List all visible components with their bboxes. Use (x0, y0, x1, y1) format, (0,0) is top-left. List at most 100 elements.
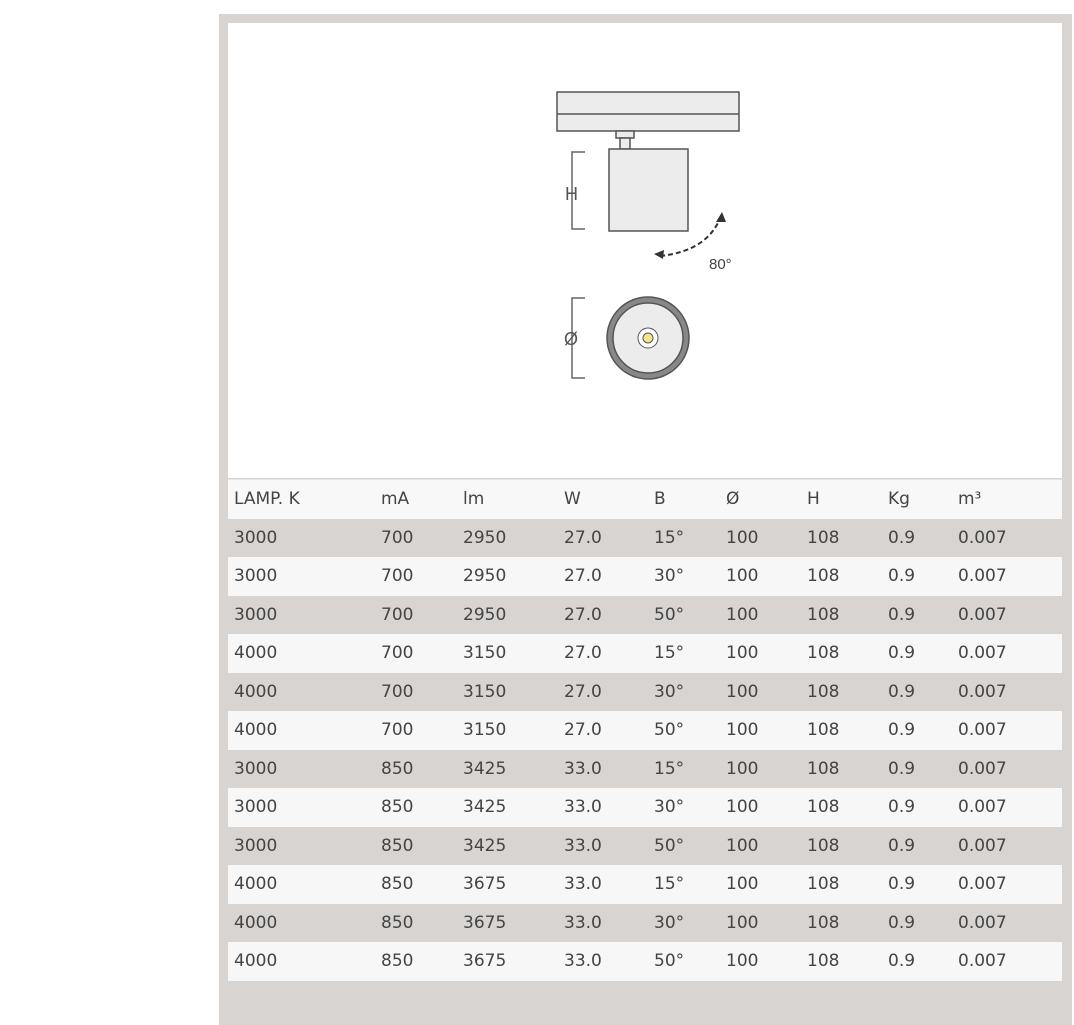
table-cell: 0.007 (958, 643, 1007, 664)
table-cell: 30° (654, 566, 685, 587)
table-cell: 108 (807, 527, 840, 548)
table-cell: 108 (807, 681, 840, 702)
table-cell: 33.0 (564, 758, 602, 779)
table-cell: 4000 (234, 912, 278, 933)
table-cell: 30° (654, 681, 685, 702)
table-row: 3000 850 3425 33.0 30° 100 108 0.9 0.007 (228, 788, 1062, 827)
table-cell: 33.0 (564, 951, 602, 972)
table-cell: 27.0 (564, 643, 602, 664)
table-cell: 0.007 (958, 797, 1007, 818)
tilt-angle-label: 80° (709, 256, 732, 273)
table-cell: 33.0 (564, 874, 602, 895)
table-cell: 0.007 (958, 758, 1007, 779)
table-cell: 0.9 (888, 643, 916, 664)
table-cell: 0.007 (958, 604, 1007, 625)
table-cell: 33.0 (564, 835, 602, 856)
table-cell: 4000 (234, 874, 278, 895)
table-cell: 108 (807, 566, 840, 587)
column-header: mA (381, 489, 410, 510)
table-cell: 3675 (463, 912, 507, 933)
table-cell: 100 (726, 951, 759, 972)
table-cell: 100 (726, 604, 759, 625)
table-cell: 0.9 (888, 604, 916, 625)
table-cell: 850 (381, 912, 414, 933)
spec-table: LAMP. K mA lm W B Ø H Kg m³ 3000 700 2950 27.0 15° 10… (228, 479, 1062, 981)
table-cell: 0.9 (888, 681, 916, 702)
table-row: 4000 850 3675 33.0 30° 100 108 0.9 0.007 (228, 903, 1062, 942)
table-cell: 15° (654, 527, 685, 548)
table-cell: 3000 (234, 566, 278, 587)
table-cell: 3000 (234, 527, 278, 548)
table-row: 4000 700 3150 27.0 15° 100 108 0.9 0.007 (228, 634, 1062, 673)
table-cell: 700 (381, 566, 414, 587)
table-cell: 3000 (234, 797, 278, 818)
table-cell: 27.0 (564, 681, 602, 702)
table-cell: 108 (807, 643, 840, 664)
column-header: LAMP. K (234, 489, 300, 510)
table-cell: 108 (807, 797, 840, 818)
table-cell: 100 (726, 797, 759, 818)
table-cell: 0.9 (888, 566, 916, 587)
column-header: Ø (726, 489, 740, 510)
table-cell: 30° (654, 797, 685, 818)
table-cell: 0.007 (958, 874, 1007, 895)
table-cell: 850 (381, 835, 414, 856)
column-header: Kg (888, 489, 910, 510)
table-cell: 108 (807, 874, 840, 895)
table-cell: 4000 (234, 720, 278, 741)
track-rail (556, 91, 740, 132)
table-cell: 3425 (463, 797, 507, 818)
table-cell: 33.0 (564, 797, 602, 818)
dimension-h-label: H (565, 184, 578, 204)
table-cell: 4000 (234, 643, 278, 664)
table-cell: 4000 (234, 951, 278, 972)
table-cell: 0.9 (888, 797, 916, 818)
table-cell: 108 (807, 604, 840, 625)
table-cell: 15° (654, 643, 685, 664)
product-spec-panel: H Ø 80° LAMP. K mA lm W B Ø H Kg m³ 3000 700 2950 2… (219, 14, 1072, 1025)
led-icon (642, 332, 654, 344)
table-cell: 100 (726, 681, 759, 702)
column-header: B (654, 489, 666, 510)
table-cell: 4000 (234, 681, 278, 702)
table-cell: 108 (807, 912, 840, 933)
lamp-body (608, 148, 689, 232)
table-cell: 3150 (463, 643, 507, 664)
table-cell: 0.9 (888, 720, 916, 741)
column-header: lm (463, 489, 485, 510)
table-cell: 0.007 (958, 912, 1007, 933)
table-cell: 27.0 (564, 720, 602, 741)
table-cell: 0.9 (888, 835, 916, 856)
table-cell: 0.9 (888, 874, 916, 895)
product-diagram: H Ø 80° (228, 23, 1062, 478)
table-cell: 700 (381, 681, 414, 702)
tilt-arrow-icon (659, 215, 722, 257)
table-cell: 100 (726, 874, 759, 895)
table-cell: 2950 (463, 566, 507, 587)
table-row: 3000 850 3425 33.0 15° 100 108 0.9 0.007 (228, 749, 1062, 788)
table-cell: 850 (381, 758, 414, 779)
table-row: 4000 850 3675 33.0 50° 100 108 0.9 0.007 (228, 942, 1062, 981)
column-header: m³ (958, 489, 982, 510)
table-cell: 50° (654, 604, 685, 625)
track-light-drawing: H Ø 80° (556, 91, 740, 380)
table-cell: 108 (807, 835, 840, 856)
table-cell: 50° (654, 835, 685, 856)
table-cell: 15° (654, 758, 685, 779)
table-row: 3000 700 2950 27.0 30° 100 108 0.9 0.007 (228, 557, 1062, 596)
table-cell: 2950 (463, 604, 507, 625)
table-cell: 50° (654, 720, 685, 741)
table-row: 3000 700 2950 27.0 50° 100 108 0.9 0.007 (228, 595, 1062, 634)
dimension-diameter-label: Ø (564, 329, 578, 349)
table-cell: 0.9 (888, 527, 916, 548)
table-cell: 700 (381, 527, 414, 548)
table-cell: 0.9 (888, 951, 916, 972)
table-cell: 850 (381, 874, 414, 895)
table-cell: 0.9 (888, 912, 916, 933)
table-row: 3000 700 2950 27.0 15° 100 108 0.9 0.007 (228, 518, 1062, 557)
table-cell: 100 (726, 720, 759, 741)
table-cell: 108 (807, 720, 840, 741)
table-cell: 0.007 (958, 951, 1007, 972)
table-cell: 3425 (463, 758, 507, 779)
table-cell: 100 (726, 643, 759, 664)
